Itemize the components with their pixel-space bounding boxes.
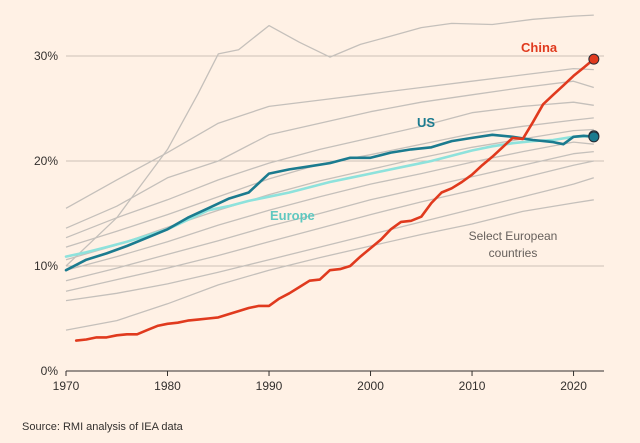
x-tick-label: 1970 [53, 379, 80, 393]
highlight-lines [64, 57, 596, 342]
y-tick-label: 0% [41, 364, 59, 378]
series-label-europe: Europe [270, 208, 315, 223]
x-tick-label: 2010 [459, 379, 486, 393]
y-tick-label: 30% [34, 49, 58, 63]
series-line-china [74, 57, 596, 342]
background-line-11 [65, 199, 594, 331]
y-ticks: 0% 10% 20% 30% [34, 49, 58, 378]
y-tick-label: 10% [34, 259, 58, 273]
background-line-4 [65, 101, 594, 239]
background-line-2 [65, 67, 594, 209]
background-line-1 [65, 14, 594, 267]
x-tick-label: 1990 [256, 379, 283, 393]
background-country-lines [65, 14, 594, 331]
end-marker-us [588, 131, 600, 143]
background-line-8 [65, 150, 594, 282]
x-tick-label: 1980 [154, 379, 181, 393]
annotation-line-2: countries [489, 246, 538, 260]
background-line-7 [65, 141, 594, 271]
series-label-us: US [417, 115, 435, 130]
series-labels: China US Europe Select European countrie… [270, 40, 558, 260]
series-line-us [64, 133, 596, 272]
annotation-line-1: Select European [469, 229, 558, 243]
end-markers [588, 53, 600, 143]
x-tick-label: 2020 [560, 379, 587, 393]
x-tick-label: 2000 [357, 379, 384, 393]
x-ticks: 1970 1980 1990 2000 2010 2020 [53, 371, 587, 393]
background-line-3 [65, 80, 594, 229]
background-line-10 [65, 177, 594, 302]
end-marker-china [588, 53, 600, 65]
background-line-6 [65, 128, 594, 261]
background-line-9 [65, 160, 594, 292]
source-note: Source: RMI analysis of IEA data [22, 421, 183, 433]
y-tick-label: 20% [34, 154, 58, 168]
series-label-china: China [521, 40, 558, 55]
